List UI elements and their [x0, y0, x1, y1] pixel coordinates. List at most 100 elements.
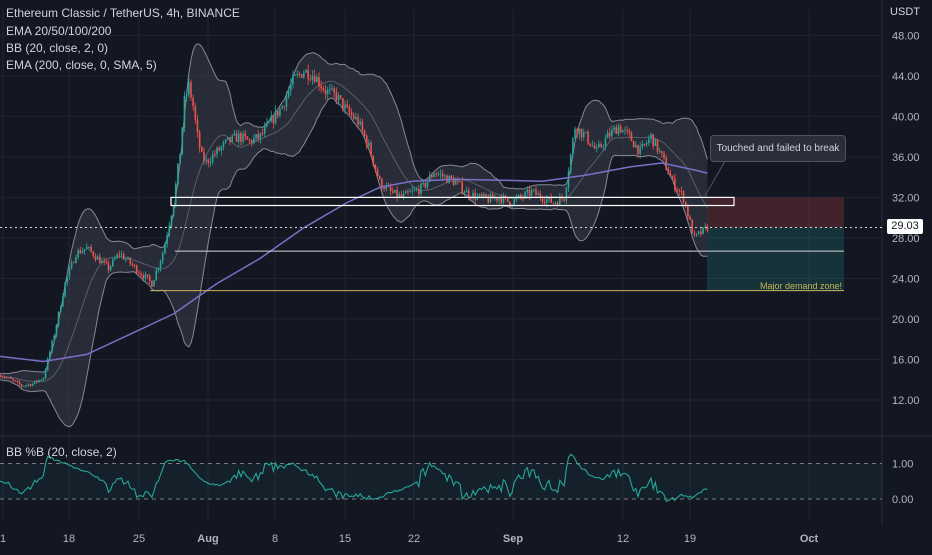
- candle: [274, 111, 277, 124]
- candle: [617, 126, 620, 135]
- candle: [300, 74, 303, 78]
- candle: [585, 131, 587, 133]
- candle: [368, 142, 370, 146]
- candle: [279, 108, 281, 116]
- candle: [335, 92, 338, 101]
- candle: [391, 191, 394, 193]
- candle: [289, 84, 292, 91]
- y-tick-label: 12.00: [892, 395, 920, 407]
- candle: [376, 169, 379, 177]
- candle: [567, 172, 570, 188]
- candle: [103, 260, 105, 262]
- candle: [394, 189, 396, 193]
- candle: [472, 192, 474, 199]
- y-tick-label: 24.00: [892, 273, 920, 285]
- candle: [357, 117, 359, 125]
- candle: [433, 173, 435, 178]
- candle: [372, 155, 375, 165]
- candle: [205, 159, 207, 162]
- candle: [506, 197, 509, 202]
- candle: [530, 190, 533, 196]
- x-tick-label: 15: [339, 533, 351, 545]
- candle: [418, 189, 420, 194]
- time-axis[interactable]: 1 18 25 Aug 8 15 22 Sep 12 19 Oct: [0, 533, 819, 545]
- candle: [181, 127, 184, 154]
- candle: [524, 192, 526, 198]
- candle: [151, 280, 153, 287]
- candle: [641, 143, 644, 147]
- candle: [242, 133, 244, 142]
- candle: [183, 96, 186, 128]
- candle: [16, 380, 19, 382]
- candle: [237, 133, 240, 142]
- candle: [313, 76, 316, 83]
- candle: [370, 142, 372, 156]
- candle: [569, 154, 572, 173]
- candle: [305, 69, 307, 73]
- candle: [168, 225, 171, 236]
- percent-b-legend[interactable]: BB %B (20, close, 2): [6, 445, 117, 459]
- candle: [90, 246, 92, 252]
- candle: [491, 194, 494, 199]
- candle: [309, 79, 312, 81]
- candle: [81, 251, 84, 254]
- study-ema200-legend[interactable]: EMA (200, close, 0, SMA, 5): [6, 58, 157, 72]
- candle: [439, 173, 442, 175]
- candle: [463, 192, 466, 194]
- candle: [246, 136, 249, 140]
- candle: [496, 197, 498, 201]
- candle: [161, 253, 164, 262]
- candle: [628, 130, 631, 133]
- candle: [559, 196, 561, 205]
- candle: [528, 189, 531, 196]
- candle: [53, 335, 56, 341]
- candle: [320, 86, 322, 89]
- candle: [697, 231, 700, 234]
- candle: [515, 197, 518, 200]
- candle: [474, 192, 477, 200]
- candle: [355, 117, 357, 119]
- candle: [652, 134, 654, 147]
- candle: [329, 89, 331, 90]
- bollinger-bands: [0, 43, 708, 428]
- candle: [235, 133, 238, 142]
- candle: [582, 132, 585, 138]
- candle: [606, 132, 609, 139]
- candle: [18, 381, 21, 385]
- candle: [643, 143, 646, 145]
- chart-title: Ethereum Classic / TetherUS, 4h, BINANCE: [6, 6, 240, 20]
- study-ema-legend[interactable]: EMA 20/50/100/200: [6, 24, 112, 38]
- candle: [55, 324, 58, 336]
- candle: [140, 273, 142, 276]
- candle: [233, 133, 236, 136]
- candle: [20, 384, 23, 387]
- candle: [422, 183, 424, 184]
- pb-range-fill: [0, 463, 882, 499]
- candle: [693, 233, 696, 235]
- candle: [88, 246, 90, 248]
- candle: [572, 138, 574, 155]
- candle: [552, 202, 555, 204]
- study-bb-legend[interactable]: BB (20, close, 2, 0): [6, 41, 109, 55]
- candle: [363, 130, 366, 136]
- candle: [263, 126, 266, 134]
- candle: [383, 187, 385, 190]
- callout-annotation[interactable]: Touched and failed to break: [710, 135, 846, 162]
- candle: [105, 261, 108, 263]
- candle: [292, 75, 294, 85]
- candle: [118, 254, 121, 256]
- price-axis[interactable]: 12.00 16.00 20.00 24.00 28.00 32.00 36.00 40.00…: [892, 30, 920, 407]
- candle: [437, 174, 440, 175]
- candle: [170, 215, 173, 226]
- y-tick-label: 16.00: [892, 354, 920, 366]
- candle: [467, 190, 470, 197]
- candle: [671, 176, 674, 179]
- candle: [513, 199, 516, 205]
- candle: [431, 175, 433, 178]
- candle: [637, 144, 639, 155]
- candle: [541, 198, 544, 202]
- candle: [639, 146, 641, 155]
- candle: [294, 75, 296, 76]
- candle: [187, 82, 190, 95]
